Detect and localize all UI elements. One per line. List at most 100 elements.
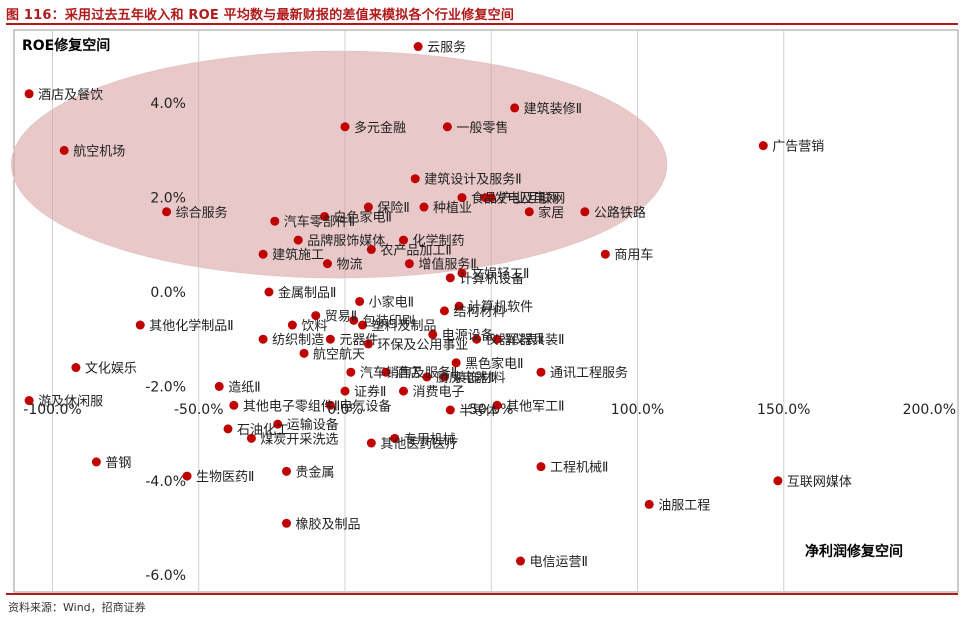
point-label: 包装印刷 <box>363 314 415 329</box>
y-tick-label: -2.0% <box>145 379 186 395</box>
data-point <box>229 400 239 410</box>
data-point <box>454 301 464 311</box>
point-label: 商用车 <box>614 247 653 263</box>
data-point <box>24 396 34 406</box>
data-point <box>320 211 330 221</box>
point-label: 半导体 <box>459 404 498 419</box>
point-label: 计算机软件 <box>468 300 533 315</box>
point-label: 增值服务Ⅱ <box>418 257 476 273</box>
data-point <box>451 358 461 368</box>
point-label: 黑色家电Ⅱ <box>465 356 523 372</box>
x-tick-label: 0.0% <box>327 402 363 418</box>
data-point <box>445 405 455 415</box>
point-label: 装饰材料 <box>453 371 505 386</box>
point-label: 产业互联网 <box>500 192 565 207</box>
data-point <box>399 386 408 396</box>
data-point <box>182 471 192 481</box>
data-point <box>325 400 335 410</box>
data-point <box>773 476 783 486</box>
data-point <box>363 339 373 349</box>
point-label: 汽车零部件Ⅱ <box>284 214 355 230</box>
point-label: 品牌服饰媒体 <box>307 233 385 249</box>
y-tick-label: 2.0% <box>150 191 186 207</box>
point-label: 云服务 <box>427 40 466 56</box>
y-tick-label: 0.0% <box>150 285 186 301</box>
point-label: 航空航天 <box>313 346 365 362</box>
point-label: 厨房电器Ⅱ <box>436 370 494 386</box>
point-label: 煤炭开采洗选 <box>260 432 338 447</box>
point-label: 多元金融 <box>354 120 406 136</box>
data-point <box>273 419 283 429</box>
point-label: 橡胶及制品 <box>296 516 361 532</box>
data-point <box>287 320 297 330</box>
point-label: 电气设备 <box>339 398 391 414</box>
point-label: 物流 <box>336 258 362 273</box>
data-point <box>510 103 520 113</box>
point-label: 元器件 <box>339 333 378 348</box>
data-point <box>480 193 490 203</box>
point-label: 电源设备 <box>442 327 494 343</box>
point-label: 文化娱乐 <box>85 362 137 377</box>
x-tick-label: -50.0% <box>174 402 224 418</box>
data-point <box>445 273 455 283</box>
point-label: 建筑设计及服务Ⅱ <box>424 172 521 188</box>
figure-title: 图 116：采用过去五年收入和 ROE 平均数与最新财报的差值来模拟各个行业修复… <box>6 8 515 23</box>
point-label: 普钢 <box>105 456 131 471</box>
data-point <box>404 259 414 269</box>
data-point <box>346 367 356 377</box>
point-label: 通讯工程服务 <box>550 365 628 381</box>
x-tick-label: 200.0% <box>903 402 956 418</box>
data-point <box>282 518 291 528</box>
y-tick-label: -4.0% <box>145 474 186 490</box>
point-label: 贸易Ⅱ <box>325 310 357 325</box>
point-label: 计算机设备 <box>459 271 524 287</box>
data-point <box>340 122 350 132</box>
data-point <box>457 268 467 278</box>
data-point <box>311 311 321 321</box>
data-point <box>258 249 268 259</box>
point-label: 电信运营Ⅱ <box>530 555 588 570</box>
data-point <box>516 556 525 566</box>
plot-frame <box>13 29 959 593</box>
point-label: 贵金属 <box>296 464 335 480</box>
point-label: 广告营销 <box>772 140 824 155</box>
x-tick-label: 100.0% <box>611 402 664 418</box>
point-label: 家居 <box>538 205 564 221</box>
x-tick-label: 150.0% <box>757 402 810 418</box>
highlight-ellipse <box>11 50 668 279</box>
data-point <box>390 433 400 443</box>
data-point <box>349 315 359 325</box>
y-axis-title: ROE修复空间 <box>22 37 110 54</box>
footer-rule <box>6 593 958 595</box>
x-axis-title: 净利润修复空间 <box>805 543 903 560</box>
point-label: 金属制品Ⅱ <box>278 285 336 301</box>
data-point <box>439 306 449 316</box>
point-label: 游及休闲服 <box>38 395 103 410</box>
point-label: 造纸Ⅱ <box>228 380 260 395</box>
point-label: 工程机械Ⅱ <box>550 461 608 476</box>
points <box>24 42 783 566</box>
data-point <box>381 367 391 377</box>
data-point <box>644 499 654 509</box>
data-point <box>439 372 449 382</box>
data-point <box>59 145 69 155</box>
data-point <box>71 363 81 373</box>
data-point <box>214 381 224 391</box>
point-label: 其他电子零组件Ⅱ <box>243 399 340 414</box>
point-label: 运输设备 <box>287 417 339 433</box>
point-label: 一般零售 <box>456 120 508 136</box>
data-point <box>413 42 423 52</box>
point-label: 其他化学制品Ⅱ <box>149 318 233 334</box>
point-label: 汽车销售及服务Ⅱ <box>360 365 457 381</box>
data-point <box>91 457 101 467</box>
point-label: 酒店 <box>395 366 421 381</box>
point-label: 军器兵装Ⅱ <box>506 333 564 348</box>
y-tick-label: -6.0% <box>145 568 186 584</box>
point-label: 文娱轻工Ⅱ <box>471 267 529 282</box>
data-point <box>536 367 546 377</box>
point-label: 农产品加工Ⅱ <box>380 244 451 259</box>
data-point <box>428 329 438 339</box>
point-label: 小家电Ⅱ <box>369 294 414 310</box>
data-point <box>340 386 350 396</box>
point-label: 食品 <box>471 191 497 207</box>
